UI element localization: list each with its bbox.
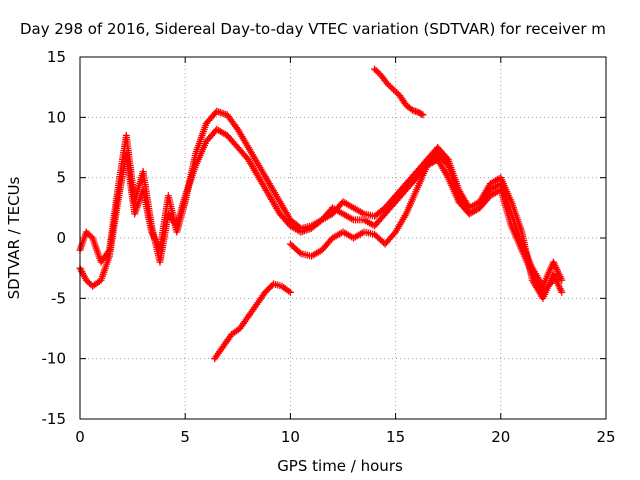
data-point: [82, 228, 90, 236]
y-tick-label: -5: [51, 289, 66, 307]
data-point: [87, 232, 95, 240]
series-track-4: [211, 280, 294, 363]
data-point: [84, 278, 92, 286]
y-tick-label: 15: [47, 48, 66, 66]
data-point: [84, 229, 92, 237]
x-axis-label: GPS time / hours: [277, 457, 403, 475]
data-point: [443, 160, 451, 168]
data-point: [374, 68, 382, 76]
data-point: [558, 276, 566, 284]
x-tick-label: 25: [596, 428, 615, 446]
data-point: [549, 276, 557, 284]
series-track-5: [371, 65, 427, 119]
x-tick-label: 0: [75, 428, 85, 446]
data-point: [558, 288, 566, 296]
plot-frame: [79, 56, 607, 420]
data-point: [393, 89, 401, 97]
data-point: [295, 248, 303, 256]
series-track-2: [76, 125, 566, 290]
x-tick-label: 10: [281, 428, 300, 446]
x-tick-label: 5: [180, 428, 190, 446]
y-tick-label: 0: [56, 229, 66, 247]
data-point: [82, 276, 90, 284]
data-point: [85, 279, 93, 287]
data-marks: [76, 65, 566, 363]
series-track-3: [286, 150, 557, 296]
data-point: [388, 84, 396, 92]
data-point: [285, 287, 293, 295]
y-tick-label: 10: [47, 108, 66, 126]
data-point: [389, 86, 397, 94]
data-point: [548, 278, 556, 286]
data-point: [372, 67, 380, 75]
data-point: [386, 83, 394, 91]
data-point: [418, 110, 426, 118]
data-point: [419, 111, 427, 119]
data-point: [383, 80, 391, 88]
data-point: [385, 81, 393, 89]
data-point: [391, 87, 399, 95]
grid: [80, 57, 606, 419]
y-tick-label: -10: [42, 350, 67, 368]
data-point: [371, 65, 379, 73]
chart-title: Day 298 of 2016, Sidereal Day-to-day VTE…: [20, 20, 606, 38]
data-point: [286, 288, 294, 296]
x-tick-label: 15: [386, 428, 405, 446]
y-tick-label: -15: [42, 410, 67, 428]
x-tick-label: 20: [491, 428, 510, 446]
y-tick-label: 5: [56, 169, 66, 187]
y-axis-label: SDTVAR / TECUs: [5, 176, 23, 299]
axis-ticks: 0 5 10 15 20 25 -15 -10 -5 0 5 10 15: [42, 48, 616, 446]
data-point: [85, 231, 93, 239]
